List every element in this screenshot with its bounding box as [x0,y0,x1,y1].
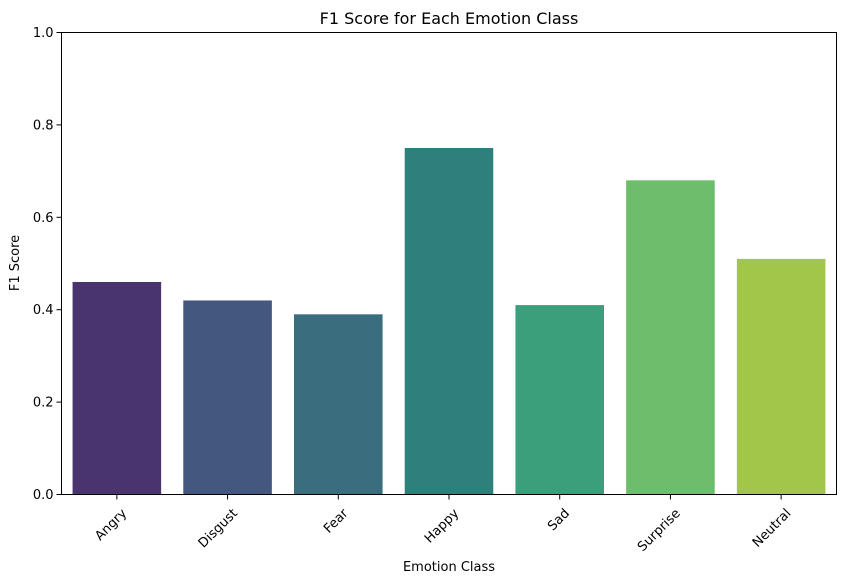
bar-sad [515,305,604,495]
chart-title: F1 Score for Each Emotion Class [320,9,579,28]
y-tick-label: 0.4 [33,303,54,318]
y-tick-label: 1.0 [33,26,54,41]
bar-happy [404,148,494,495]
x-tick-label-neutral: Neutral [750,506,795,551]
x-tick-label-fear: Fear [321,506,352,537]
x-tick-label-sad: Sad [545,506,573,534]
bar-surprise [626,180,715,495]
y-tick-label: 0.8 [33,118,54,133]
x-tick-label-angry: Angry [92,506,130,544]
bar-disgust [183,300,272,495]
y-axis-label: F1 Score [8,235,23,291]
bar-neutral [736,258,826,495]
bars-group [72,148,826,495]
x-axis-label: Emotion Class [403,560,495,575]
x-axis: Angry Disgust Fear Happy Sad Surprise Neutral [92,494,795,555]
y-axis: 0.0 0.2 0.4 0.6 0.8 1.0 [33,26,62,503]
y-tick-label: 0.0 [33,488,54,503]
y-tick-label: 0.6 [33,211,54,226]
x-tick-label-happy: Happy [422,506,462,546]
y-tick-label: 0.2 [33,396,54,411]
x-tick-label-surprise: Surprise [635,506,684,555]
x-tick-label-disgust: Disgust [196,506,241,551]
bar-angry [72,281,162,495]
bar-fear [294,314,383,495]
